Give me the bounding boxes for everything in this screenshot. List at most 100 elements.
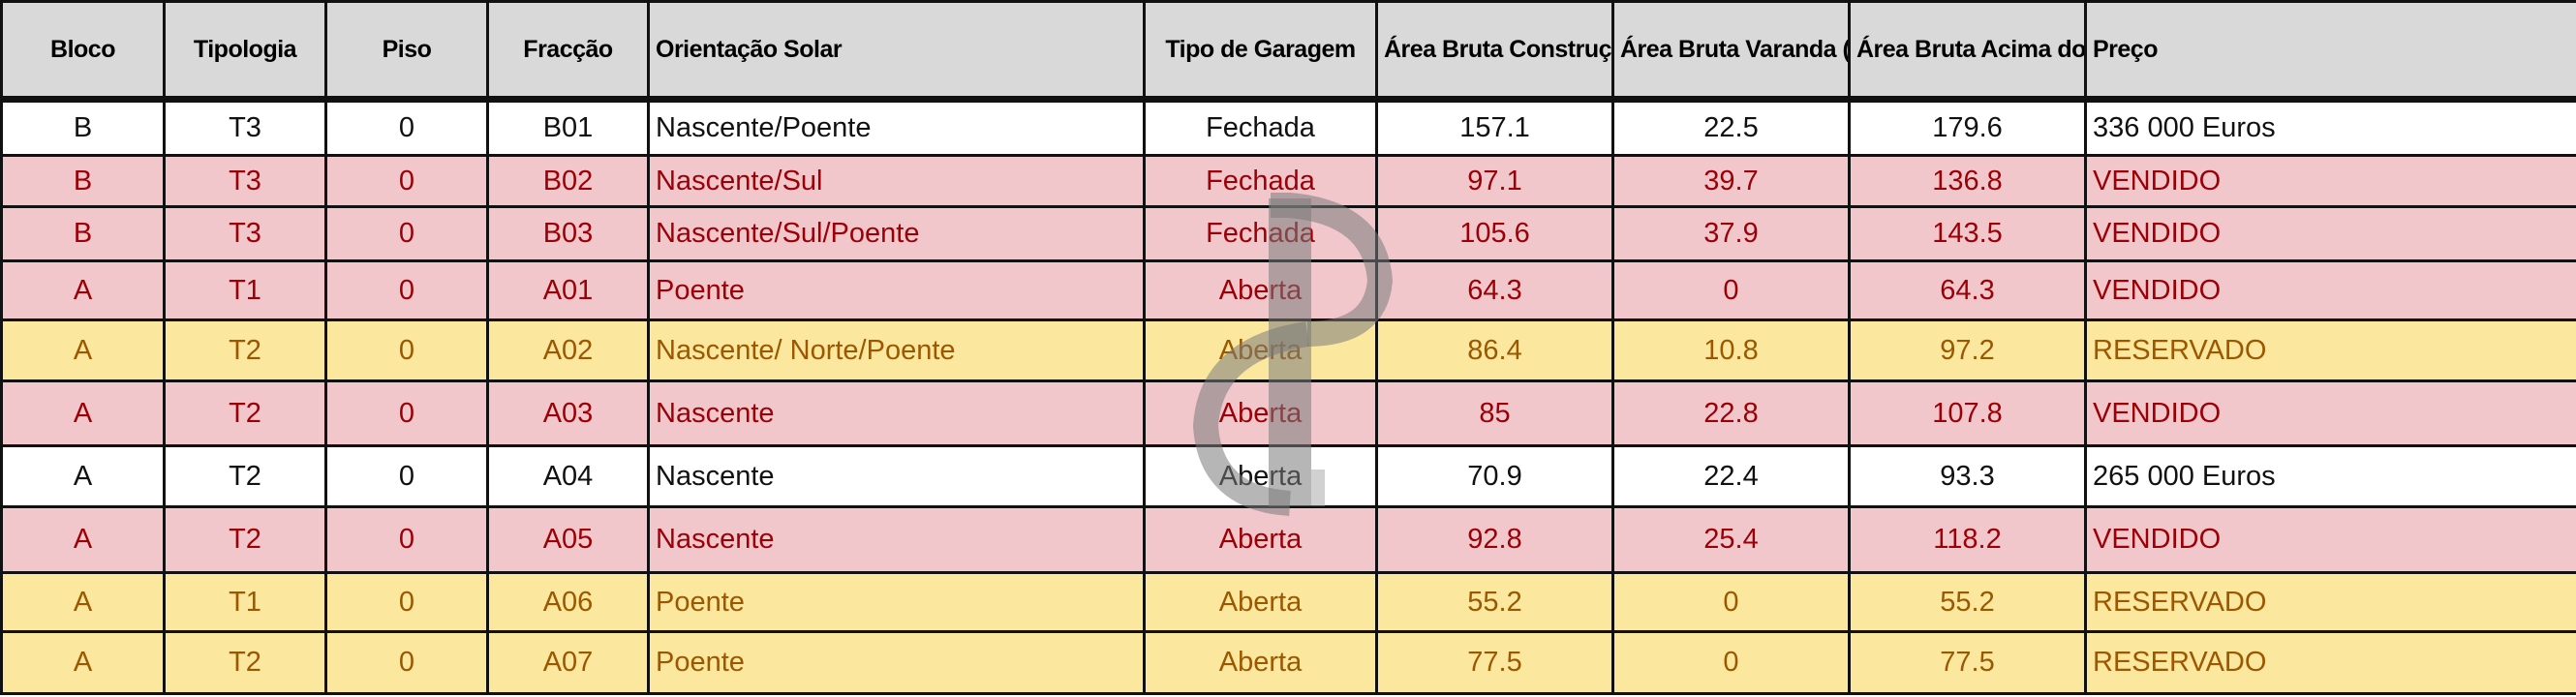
cell-piso: 0 [324, 98, 489, 157]
cell-tipo-garagem: Aberta [1143, 379, 1378, 447]
cell-piso: 0 [324, 630, 489, 695]
header-piso: Piso [324, 0, 489, 103]
cell-area-bruta-construcao: 70.9 [1375, 444, 1614, 508]
cell-preco: VENDIDO [2084, 505, 2576, 574]
cell-preco: RESERVADO [2084, 318, 2576, 382]
cell-fraccao: A06 [486, 571, 650, 633]
cell-area-bruta-varanda: 22.5 [1611, 98, 1851, 157]
cell-piso: 0 [324, 205, 489, 262]
cell-orientacao-solar: Nascente [647, 505, 1146, 574]
cell-area-bruta-varanda: 25.4 [1611, 505, 1851, 574]
cell-area-bruta-acima-solo: 93.3 [1848, 444, 2087, 508]
cell-preco: RESERVADO [2084, 630, 2576, 695]
cell-area-bruta-construcao: 97.1 [1375, 154, 1614, 208]
table-row: A T1 0 A06 Poente Aberta 55.2 0 55.2 RESERVADO [0, 571, 2576, 633]
header-fraccao: Fracção [486, 0, 650, 103]
cell-tipo-garagem: Fechada [1143, 205, 1378, 262]
cell-tipologia: T3 [163, 98, 327, 157]
cell-tipologia: T3 [163, 154, 327, 208]
cell-tipologia: T2 [163, 379, 327, 447]
cell-tipo-garagem: Aberta [1143, 444, 1378, 508]
cell-area-bruta-varanda: 22.4 [1611, 444, 1851, 508]
cell-piso: 0 [324, 505, 489, 574]
cell-tipo-garagem: Aberta [1143, 505, 1378, 574]
cell-bloco: B [0, 98, 166, 157]
cell-bloco: A [0, 630, 166, 695]
cell-fraccao: A04 [486, 444, 650, 508]
cell-tipologia: T2 [163, 318, 327, 382]
cell-area-bruta-acima-solo: 64.3 [1848, 259, 2087, 321]
cell-orientacao-solar: Nascente/Poente [647, 98, 1146, 157]
cell-area-bruta-varanda: 37.9 [1611, 205, 1851, 262]
cell-tipologia: T2 [163, 630, 327, 695]
cell-orientacao-solar: Nascente/Sul/Poente [647, 205, 1146, 262]
cell-area-bruta-acima-solo: 55.2 [1848, 571, 2087, 633]
cell-fraccao: A02 [486, 318, 650, 382]
cell-area-bruta-acima-solo: 107.8 [1848, 379, 2087, 447]
cell-bloco: A [0, 444, 166, 508]
cell-piso: 0 [324, 154, 489, 208]
cell-bloco: A [0, 571, 166, 633]
cell-piso: 0 [324, 318, 489, 382]
cell-preco: VENDIDO [2084, 205, 2576, 262]
cell-orientacao-solar: Poente [647, 630, 1146, 695]
cell-fraccao: A07 [486, 630, 650, 695]
header-tipologia: Tipologia [163, 0, 327, 103]
cell-tipologia: T2 [163, 505, 327, 574]
header-area-bruta-varanda: Área Bruta Varanda (m2) [1611, 0, 1851, 103]
table-row: A T2 0 A03 Nascente Aberta 85 22.8 107.8 VENDIDO [0, 379, 2576, 447]
header-tipo-garagem: Tipo de Garagem [1143, 0, 1378, 103]
cell-orientacao-solar: Nascente/Sul [647, 154, 1146, 208]
header-area-bruta-construcao: Área Bruta Construção (m2) [1375, 0, 1614, 103]
cell-area-bruta-acima-solo: 136.8 [1848, 154, 2087, 208]
cell-area-bruta-construcao: 92.8 [1375, 505, 1614, 574]
cell-preco: RESERVADO [2084, 571, 2576, 633]
cell-bloco: B [0, 154, 166, 208]
cell-area-bruta-varanda: 10.8 [1611, 318, 1851, 382]
table-row: A T2 0 A04 Nascente Aberta 70.9 22.4 93.3 265 000… [0, 444, 2576, 508]
cell-fraccao: A03 [486, 379, 650, 447]
cell-preco: 336 000 Euros [2084, 98, 2576, 157]
cell-area-bruta-acima-solo: 118.2 [1848, 505, 2087, 574]
cell-fraccao: A05 [486, 505, 650, 574]
header-bloco: Bloco [0, 0, 166, 103]
cell-area-bruta-construcao: 64.3 [1375, 259, 1614, 321]
cell-area-bruta-construcao: 55.2 [1375, 571, 1614, 633]
cell-orientacao-solar: Nascente [647, 444, 1146, 508]
cell-fraccao: B01 [486, 98, 650, 157]
cell-bloco: A [0, 259, 166, 321]
table-row: A T1 0 A01 Poente Aberta 64.3 0 64.3 VENDIDO [0, 259, 2576, 321]
header-row: Bloco Tipologia Piso Fracção Orientação Sola… [0, 0, 2576, 103]
cell-area-bruta-varanda: 0 [1611, 571, 1851, 633]
cell-area-bruta-construcao: 86.4 [1375, 318, 1614, 382]
cell-tipo-garagem: Aberta [1143, 318, 1378, 382]
cell-area-bruta-construcao: 157.1 [1375, 98, 1614, 157]
cell-fraccao: B02 [486, 154, 650, 208]
header-area-bruta-acima-solo: Área Bruta Acima do Solo [1848, 0, 2087, 103]
cell-area-bruta-varanda: 22.8 [1611, 379, 1851, 447]
cell-bloco: A [0, 505, 166, 574]
table-row: B T3 0 B03 Nascente/Sul/Poente Fechada 105.6 37… [0, 205, 2576, 262]
table-row: A T2 0 A07 Poente Aberta 77.5 0 77.5 RESERVADO [0, 630, 2576, 695]
cell-area-bruta-construcao: 77.5 [1375, 630, 1614, 695]
cell-area-bruta-construcao: 85 [1375, 379, 1614, 447]
cell-area-bruta-varanda: 39.7 [1611, 154, 1851, 208]
cell-orientacao-solar: Nascente [647, 379, 1146, 447]
cell-area-bruta-acima-solo: 143.5 [1848, 205, 2087, 262]
cell-bloco: B [0, 205, 166, 262]
cell-preco: VENDIDO [2084, 379, 2576, 447]
cell-area-bruta-acima-solo: 77.5 [1848, 630, 2087, 695]
cell-area-bruta-construcao: 105.6 [1375, 205, 1614, 262]
cell-piso: 0 [324, 571, 489, 633]
cell-tipo-garagem: Aberta [1143, 630, 1378, 695]
cell-preco: 265 000 Euros [2084, 444, 2576, 508]
table-row: B T3 0 B01 Nascente/Poente Fechada 157.1 22.5 17… [0, 98, 2576, 157]
cell-preco: VENDIDO [2084, 154, 2576, 208]
cell-fraccao: A01 [486, 259, 650, 321]
cell-bloco: A [0, 318, 166, 382]
table-row: B T3 0 B02 Nascente/Sul Fechada 97.1 39.7 136.8 V… [0, 154, 2576, 208]
cell-fraccao: B03 [486, 205, 650, 262]
cell-piso: 0 [324, 444, 489, 508]
cell-tipo-garagem: Fechada [1143, 154, 1378, 208]
